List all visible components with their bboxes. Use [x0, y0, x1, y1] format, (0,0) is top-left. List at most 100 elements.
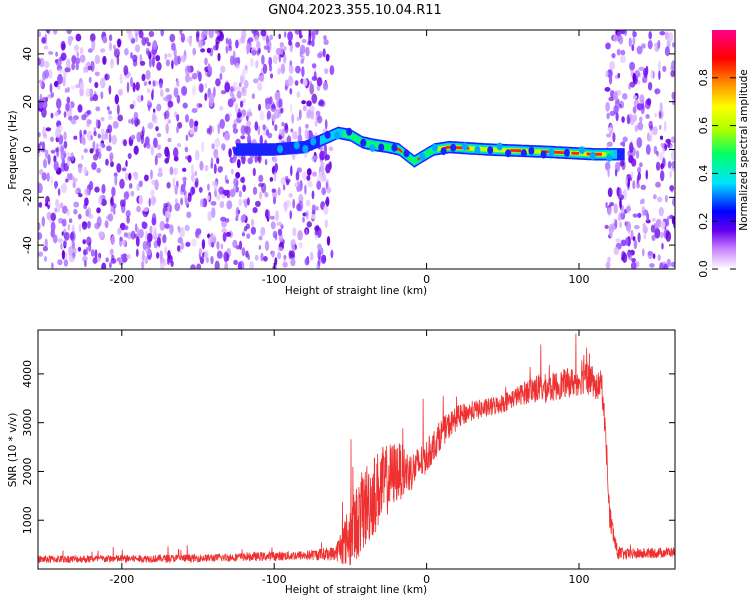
spectrogram-noise-mark: [609, 60, 615, 71]
spectrogram-noise-mark: [669, 170, 673, 179]
spectrogram-noise-mark: [136, 183, 140, 192]
spectrogram-noise-mark: [96, 143, 99, 150]
spectrogram-noise-mark: [289, 210, 293, 220]
spectrogram-noise-mark: [244, 198, 248, 208]
spectrogram-noise-mark: [116, 257, 121, 262]
spectrogram-noise-mark: [278, 135, 283, 140]
spectrogram-noise-mark: [622, 252, 628, 263]
spectrogram-noise-mark: [54, 111, 59, 117]
spectrogram-noise-mark: [632, 180, 636, 190]
spectrogram-noise-mark: [266, 110, 272, 120]
spectrogram-noise-mark: [639, 116, 643, 123]
spectrogram-noise-mark: [312, 155, 318, 160]
spectrogram-noise-mark: [39, 93, 43, 101]
spectrogram-noise-mark: [179, 226, 185, 238]
spectrogram-noise-mark: [654, 42, 659, 48]
spectrogram-noise-mark: [252, 186, 258, 195]
spectrogram-noise-mark: [265, 129, 270, 136]
spectrogram-noise-mark: [655, 181, 661, 188]
spectrogram-noise-mark: [289, 103, 293, 114]
spectrogram-noise-mark: [106, 128, 110, 133]
spectrogram-noise-mark: [130, 52, 133, 59]
spectrogram-noise-mark: [269, 177, 274, 182]
spectrogram-noise-mark: [230, 97, 237, 103]
spectrogram-noise-mark: [185, 241, 191, 247]
spectrogram-noise-mark: [43, 45, 49, 50]
snr-xtick-label: 0: [423, 573, 430, 586]
spectrogram-noise-mark: [324, 119, 328, 130]
spectrogram-noise-mark: [241, 232, 245, 237]
spectrogram-noise-mark: [119, 178, 125, 189]
spectrogram-noise-mark: [140, 134, 145, 145]
spectrogram-noise-mark: [136, 118, 141, 126]
snr-ticks: -200 -100 0 100 1000 2000 3000 4000: [21, 330, 675, 586]
spectrogram-noise-mark: [632, 37, 636, 45]
spectrogram-noise-mark: [38, 202, 43, 208]
spectrogram-noise-mark: [94, 81, 99, 89]
spectrogram-noise-mark: [247, 157, 253, 165]
spectrogram-noise-mark: [628, 37, 632, 47]
spectrogram-noise-mark: [50, 112, 54, 119]
spectrogram-noise-mark: [62, 76, 66, 87]
spectrogram-noise-mark: [639, 162, 643, 168]
spectrogram-noise-mark: [671, 42, 675, 48]
spectrogram-noise-mark: [653, 194, 657, 200]
spectrogram-noise-mark: [240, 177, 245, 183]
spectrogram-noise-mark: [48, 69, 53, 80]
spectrogram-noise-mark: [645, 144, 651, 155]
spectrogram-noise-mark: [155, 55, 161, 62]
spectrogram-noise-mark: [261, 54, 265, 65]
spectrogram-noise-mark: [166, 94, 173, 100]
spectrogram-noise-mark: [609, 230, 613, 238]
spectrogram-noise-mark: [273, 156, 278, 163]
spectrogram-noise-mark: [199, 160, 204, 171]
spectrogram-noise-mark: [156, 133, 162, 138]
spectrogram-noise-mark: [50, 149, 56, 154]
spectrogram-noise-mark: [629, 113, 632, 119]
spectrogram-noise-mark: [182, 167, 187, 172]
spectrogram-noise-mark: [608, 73, 613, 85]
spectrogram-noise-mark: [306, 100, 312, 107]
spectrogram-noise-mark: [232, 123, 237, 130]
spectrogram-noise-mark: [295, 65, 301, 74]
spectrogram-noise-mark: [199, 256, 205, 265]
spectrogram-noise-mark: [60, 202, 64, 209]
spectrogram-noise-mark: [262, 63, 268, 74]
spectrogram-noise-mark: [319, 150, 326, 161]
spectrogram-noise-mark: [627, 251, 633, 261]
spectrogram-noise-mark: [72, 181, 76, 189]
spectrogram-noise-mark: [111, 186, 116, 197]
spectrogram-noise-mark: [143, 143, 147, 148]
spectrogram-noise-mark: [97, 133, 102, 139]
spectrogram-noise-mark: [75, 62, 79, 71]
spectrogram-noise-mark: [150, 195, 156, 206]
spectrogram-noise-mark: [55, 51, 58, 57]
spectrogram-noise-mark: [189, 127, 195, 135]
spectrogram-noise-mark: [238, 38, 241, 47]
spectrogram-noise-mark: [105, 257, 109, 263]
spectrogram-noise-mark: [240, 35, 246, 44]
spectrogram-noise-mark: [65, 178, 68, 183]
spectrogram-ridge: [233, 126, 625, 168]
spectrogram-noise-mark: [257, 82, 263, 91]
spectrogram-noise-mark: [165, 88, 170, 93]
spectrogram-noise-mark: [43, 100, 48, 109]
spectrogram-noise-mark: [100, 128, 105, 134]
spectrogram-noise-mark: [122, 239, 126, 246]
spectrogram-noise-mark: [172, 177, 176, 188]
spectrogram-noise-mark: [232, 239, 238, 249]
spectrogram-noise-mark: [75, 44, 79, 53]
spectrogram-noise-mark: [106, 145, 112, 152]
spectrogram-noise-mark: [325, 53, 330, 62]
spectrogram-noise-mark: [638, 66, 645, 71]
spectrogram-noise-mark: [302, 171, 307, 180]
spectrogram-noise-mark: [314, 30, 319, 36]
spectrogram-noise-mark: [296, 167, 302, 173]
spectrogram-noise-mark: [219, 105, 224, 111]
spectrogram-noise-mark: [283, 255, 287, 264]
spectrogram-noise-mark: [91, 162, 97, 170]
spectrogram-noise-mark: [208, 92, 215, 104]
spectrogram-noise-mark: [314, 120, 318, 127]
spectrogram-noise-mark: [637, 212, 642, 218]
spectrogram-noise-mark: [286, 180, 290, 186]
